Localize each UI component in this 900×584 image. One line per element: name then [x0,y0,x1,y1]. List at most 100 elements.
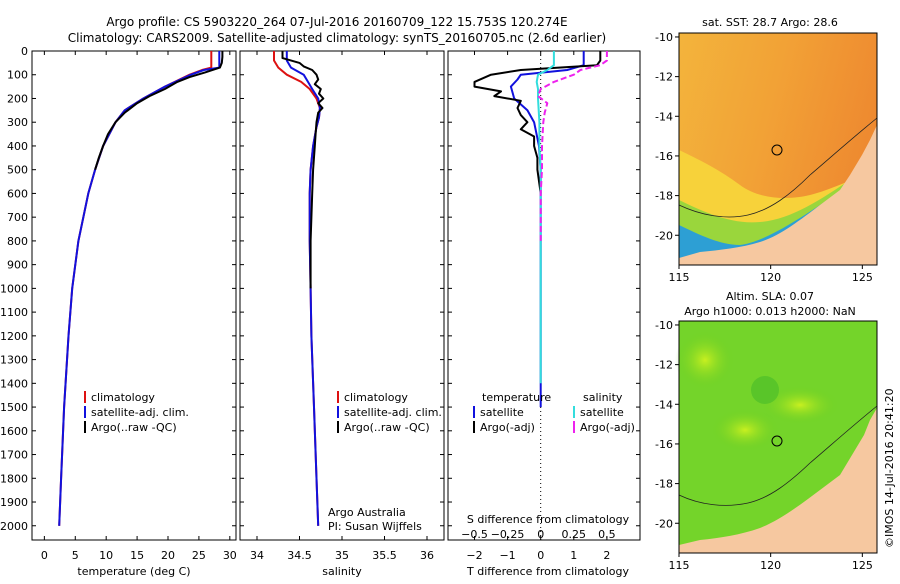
legend-label-satellite: satellite-adj. clim. [344,406,442,419]
legend-title-salinity: salinity [583,391,623,404]
x-tick-label: −2 [466,549,482,562]
depth-tick-label: 1500 [0,401,28,414]
depth-tick-label: 800 [7,235,28,248]
temperature-xlabel: temperature (deg C) [77,565,190,578]
x-tick-label: 34.5 [287,549,312,562]
series-line-s-argo-adj- [537,51,608,241]
depth-tick-label: 1400 [0,377,28,390]
legend-label-argo: Argo(..raw -QC) [344,421,430,434]
s-tick-label: −0.25 [491,528,525,541]
depth-tick-label: 300 [7,116,28,129]
sla-map-frame [678,320,878,554]
map-lon-label: 115 [669,271,690,284]
map-lat-label: -20 [655,517,673,530]
depth-tick-label: 400 [7,140,28,153]
depth-tick-label: 1100 [0,306,28,319]
sst-land [679,125,877,265]
map-lat-label: -18 [655,190,673,203]
series-line-climatology [58,51,213,526]
depth-tick-label: 1900 [0,496,28,509]
series-line-satellite-adj-clim- [58,51,221,526]
legend-label-climatology: climatology [91,391,155,404]
legend-label-s-satellite: satellite [580,406,624,419]
map-lat-label: -16 [655,150,673,163]
salinity-axes [239,50,445,541]
annotation-institution: Argo Australia [328,506,406,519]
s-tick-label: 0.25 [562,528,587,541]
depth-tick-label: 1000 [0,282,28,295]
sst-isobath [678,117,878,218]
difference-axes [447,50,641,541]
x-tick-label: 10 [99,549,113,562]
legend-label-argo: Argo(..raw -QC) [91,421,177,434]
x-tick-label: −1 [499,549,515,562]
sla-anomaly-high [760,385,840,425]
series-line-argo-raw-qc- [281,51,325,289]
x-tick-label: 5 [72,549,79,562]
sla-map-ticks: -10 -12 -14 -16 -18 -20 115 120 125 [655,319,873,572]
legend-title-temperature: temperature [482,391,551,404]
map-lat-label: -20 [655,229,673,242]
sla-map [675,320,878,554]
x-tick-label: 30 [223,549,237,562]
x-tick-label: 1 [570,549,577,562]
t-difference-xlabel: T difference from climatology [466,565,629,578]
legend-label-climatology: climatology [344,391,408,404]
legend-label-t-argo: Argo(-adj) [480,421,535,434]
x-tick-label: 35 [335,549,349,562]
map-lat-label: -14 [655,398,673,411]
legend-label-s-argo: Argo(-adj) [580,421,635,434]
depth-tick-label: 900 [7,259,28,272]
x-tick-label: 36 [420,549,434,562]
series-line-climatology [273,51,321,526]
annotation-pi: PI: Susan Wijffels [328,520,422,533]
sst-map [678,32,878,266]
temperature-lines [58,51,224,526]
sla-anomaly-low [751,376,779,404]
sla-anomaly-high [675,330,735,390]
temperature-axes [31,50,237,541]
x-tick-label: 0 [41,549,48,562]
depth-tick-label: 2000 [0,520,28,533]
legend-label-satellite: satellite-adj. clim. [91,406,189,419]
series-line-s-satellite [535,51,555,384]
depth-tick-label: 700 [7,211,28,224]
figure-title-line1: Argo profile: CS 5903220_264 07-Jul-2016… [106,15,567,29]
temperature-legend: climatology satellite-adj. clim. Argo(..… [84,391,189,434]
depth-tick-label: 1200 [0,330,28,343]
x-tick-label: 34 [250,549,264,562]
map-lat-label: -14 [655,110,673,123]
figure-title-line2: Climatology: CARS2009. Satellite-adjuste… [68,31,606,45]
series-line-satellite-adj-clim- [285,51,321,526]
x-tick-label: 2 [603,549,610,562]
depth-tick-label: 0 [21,45,28,58]
sla-anomaly-high [710,408,780,452]
sla-map-title2: Argo h1000: 0.013 h2000: NaN [684,305,856,318]
salinity-lines [273,51,325,526]
x-tick-label: 35.5 [372,549,397,562]
depth-tick-label: 500 [7,164,28,177]
imos-timestamp: ©IMOS 14-Jul-2016 20:41:20 [883,388,896,548]
difference-legend: temperature satellite Argo(-adj) salinit… [473,391,635,434]
depth-tick-label: 200 [7,92,28,105]
salinity-xlabel: salinity [322,565,362,578]
x-tick-label: 0 [537,549,544,562]
series-line-argo-raw-qc- [94,51,224,170]
map-lon-label: 120 [760,271,781,284]
x-tick-label: 15 [130,549,144,562]
s-tick-label: −0.5 [461,528,488,541]
s-tick-label: 0.5 [598,528,616,541]
legend-label-t-satellite: satellite [480,406,524,419]
sla-isobath [678,405,878,506]
sst-map-ticks: -10 -12 -14 -16 -18 -20 115 120 125 [655,31,873,284]
map-lat-label: -12 [655,359,673,372]
depth-tick-label: 1800 [0,472,28,485]
map-lon-label: 120 [760,559,781,572]
map-lat-label: -10 [655,31,673,44]
depth-axis-labels: 0 100 200 300 400 500 600 700 800 900 1000 1100 1200… [0,45,28,533]
sla-land [679,408,877,553]
map-lat-label: -16 [655,438,673,451]
map-lon-label: 115 [669,559,690,572]
depth-tick-label: 100 [7,69,28,82]
map-lat-label: -12 [655,71,673,84]
